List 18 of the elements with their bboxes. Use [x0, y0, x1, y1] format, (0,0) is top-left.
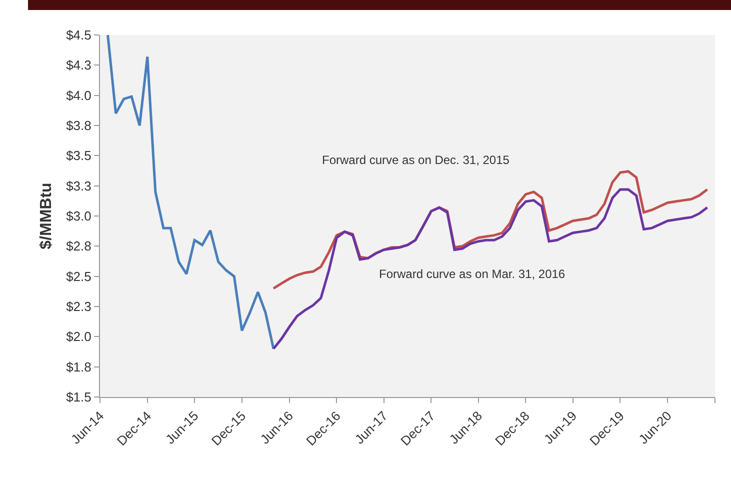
y-tick-label: $3.5 — [66, 148, 92, 164]
line-series — [272, 188, 708, 350]
y-tick-label: $1.5 — [66, 390, 92, 405]
y-tick-label: $2.5 — [66, 268, 92, 284]
y-tick-label: $4.5 — [66, 28, 92, 43]
y-tick-label: $3.8 — [66, 118, 92, 134]
annotation: Forward curve as on Dec. 31, 2015 — [322, 153, 510, 167]
y-tick-label: $1.8 — [66, 359, 92, 374]
annotation: Forward curve as on Mar. 31, 2016 — [379, 267, 566, 281]
y-tick-label: $3.0 — [66, 208, 92, 224]
y-axis-title: $/MMBtu — [38, 182, 55, 250]
y-tick-label: $2.3 — [66, 299, 92, 314]
y-tick-label: $2.0 — [66, 329, 92, 344]
y-tick-label: $4.0 — [66, 88, 92, 103]
y-tick-label: $4.3 — [66, 58, 92, 73]
line-series — [106, 35, 275, 350]
y-tick-label: $3.3 — [66, 178, 92, 194]
y-tick-label: $2.8 — [66, 238, 92, 254]
